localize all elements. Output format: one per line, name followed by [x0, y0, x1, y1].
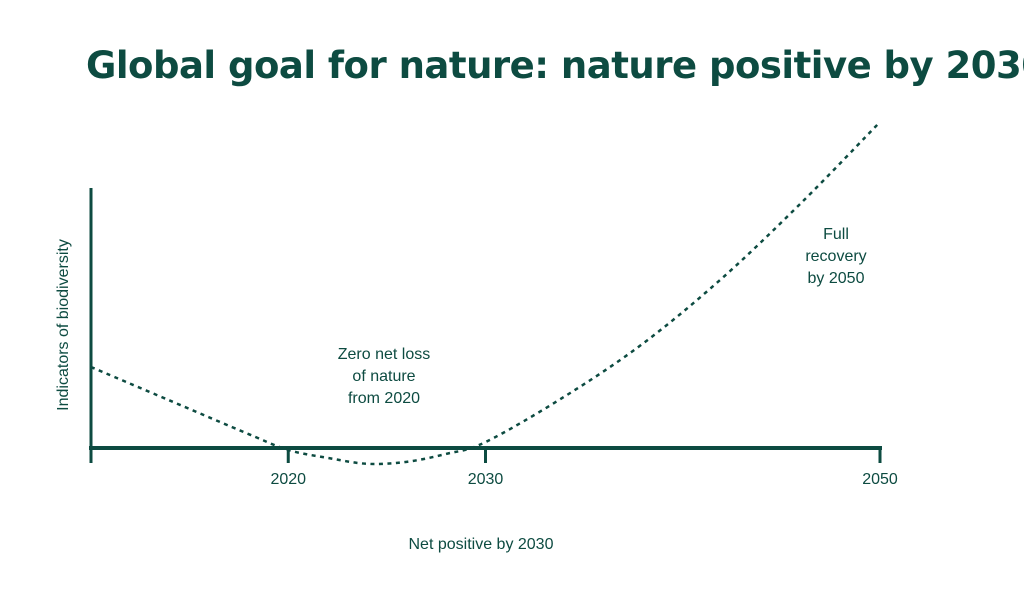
annotation-line: recovery	[805, 248, 866, 265]
x-tick-label-2020: 2020	[270, 471, 306, 488]
x-ticks: 2020 2030 2050	[89, 447, 898, 488]
annotation-line: Zero net loss	[338, 346, 430, 363]
annotation-text: Zero net loss of nature from 2020	[338, 346, 430, 407]
series-line	[90, 121, 881, 466]
x-tick-label-2030: 2030	[468, 471, 504, 488]
annotation-line: from 2020	[348, 390, 420, 407]
annotation-line: of nature	[352, 368, 415, 385]
y-axis-label: Indicators of biodiversity	[55, 239, 72, 411]
x-axis-label: Net positive by 2030	[409, 536, 554, 553]
annotation-text: Full recovery by 2050	[805, 226, 866, 287]
annotation-full-recovery: Full recovery by 2050	[805, 226, 866, 287]
annotation-line: by 2050	[808, 270, 865, 287]
x-tick-label-2050: 2050	[862, 471, 898, 488]
chart-title: Global goal for nature: nature positive …	[86, 44, 1024, 87]
annotation-line: Full	[823, 226, 849, 243]
annotation-zero-net-loss: Zero net loss of nature from 2020	[338, 346, 430, 407]
